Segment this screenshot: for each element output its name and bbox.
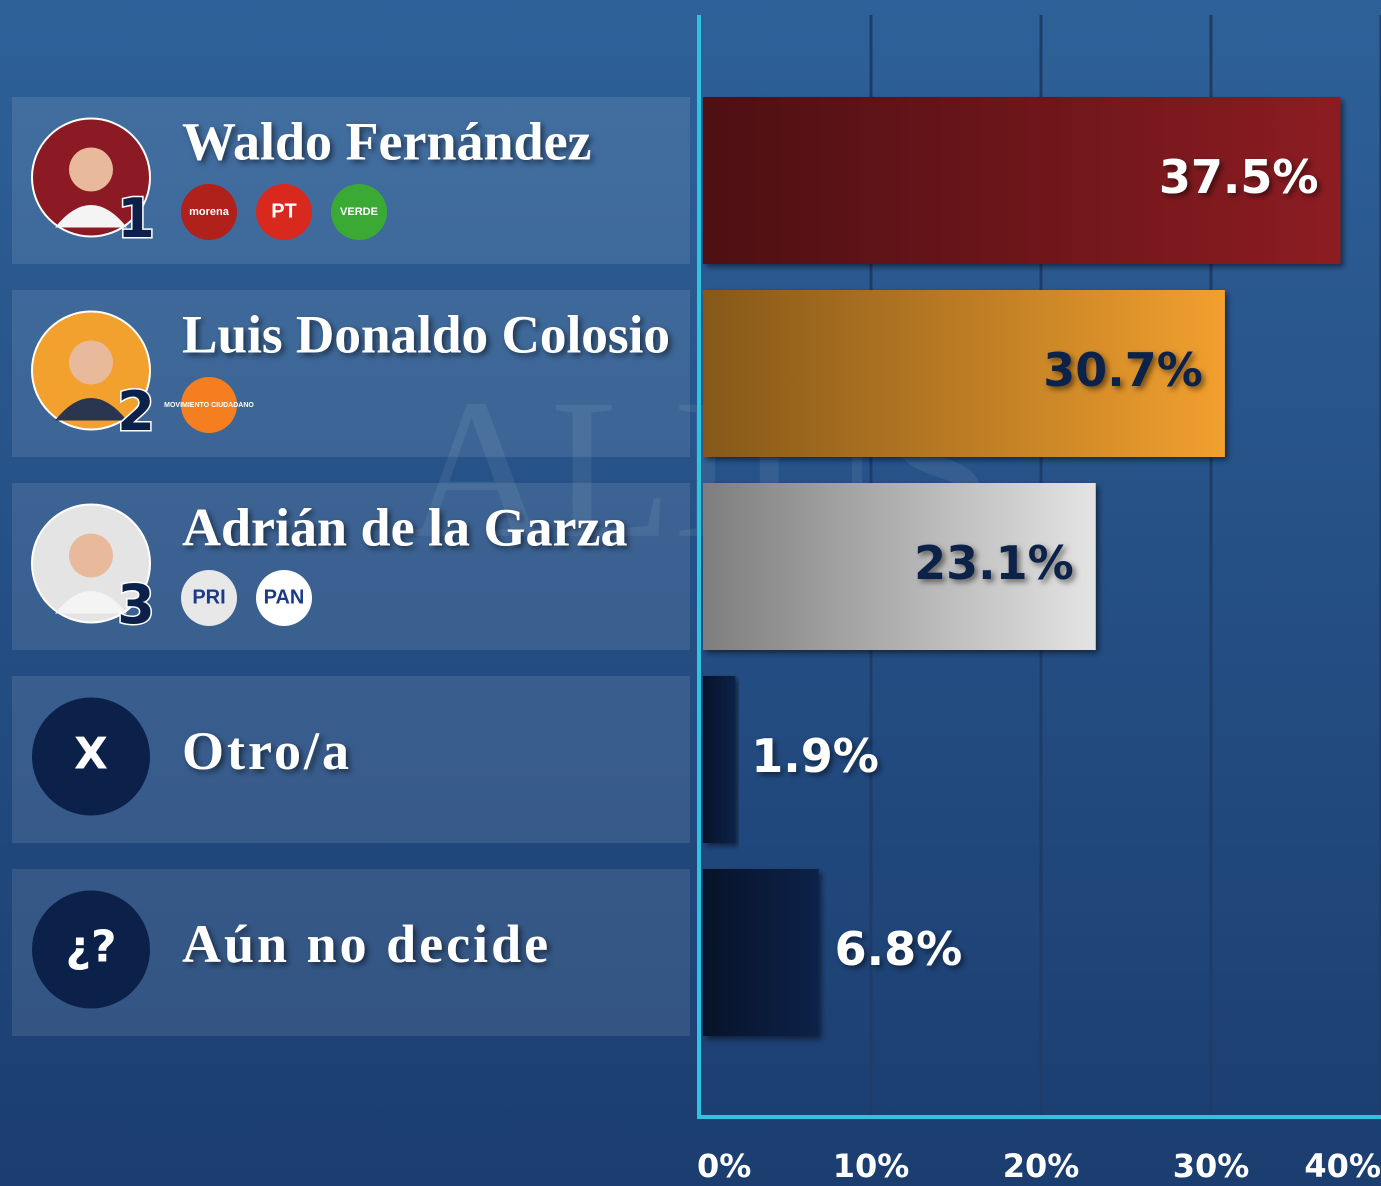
- value-label: 37.5%: [1159, 150, 1319, 204]
- party-logo: [256, 570, 312, 626]
- x-tick-label: 20%: [1003, 1147, 1080, 1185]
- avatar-body: [55, 398, 127, 421]
- value-label: 1.9%: [751, 729, 879, 783]
- party-name: PRI: [192, 586, 225, 608]
- avatar-body: [55, 591, 127, 614]
- party-logo: [256, 184, 312, 240]
- option-name: Otro/a: [182, 721, 352, 781]
- avatar-head: [69, 147, 113, 192]
- party-logo: [331, 184, 387, 240]
- rank-badge: 1: [117, 187, 155, 250]
- avatar: [32, 697, 150, 816]
- candidate-name: Adrián de la Garza: [182, 497, 627, 557]
- option-badge: X: [74, 729, 108, 780]
- party-logo: [181, 377, 237, 433]
- option-name: Aún no decide: [182, 914, 551, 974]
- avatar-head: [69, 340, 113, 385]
- party-name: morena: [189, 206, 230, 218]
- rank-badge: 2: [117, 380, 155, 443]
- party-name: PAN: [264, 586, 305, 608]
- value-label: 6.8%: [835, 922, 963, 976]
- party-logo: [181, 570, 237, 626]
- x-tick-label: 40%: [1304, 1147, 1381, 1185]
- option-badge: ¿?: [65, 922, 116, 973]
- candidate-name: Waldo Fernández: [182, 111, 592, 171]
- value-label: 23.1%: [914, 536, 1074, 590]
- party-name: PT: [271, 200, 297, 222]
- x-tick-label: 10%: [833, 1147, 910, 1185]
- party-name: MOVIMIENTO CIUDADANO: [164, 402, 254, 409]
- bar-shade: [703, 97, 1341, 264]
- avatar: [32, 890, 150, 1009]
- bar-shade: [703, 676, 736, 843]
- rank-badge: 3: [117, 573, 155, 636]
- x-tick-label: 0%: [697, 1147, 751, 1185]
- value-label: 30.7%: [1043, 343, 1203, 397]
- bar-shade: [703, 290, 1225, 457]
- party-logo: [181, 184, 237, 240]
- avatar-body: [55, 205, 127, 228]
- x-tick-label: 30%: [1173, 1147, 1250, 1185]
- bar-shade: [703, 483, 1096, 650]
- candidate-name: Luis Donaldo Colosio: [182, 304, 670, 364]
- party-name: VERDE: [340, 206, 378, 218]
- bar-shade: [703, 869, 819, 1036]
- avatar-head: [69, 533, 113, 578]
